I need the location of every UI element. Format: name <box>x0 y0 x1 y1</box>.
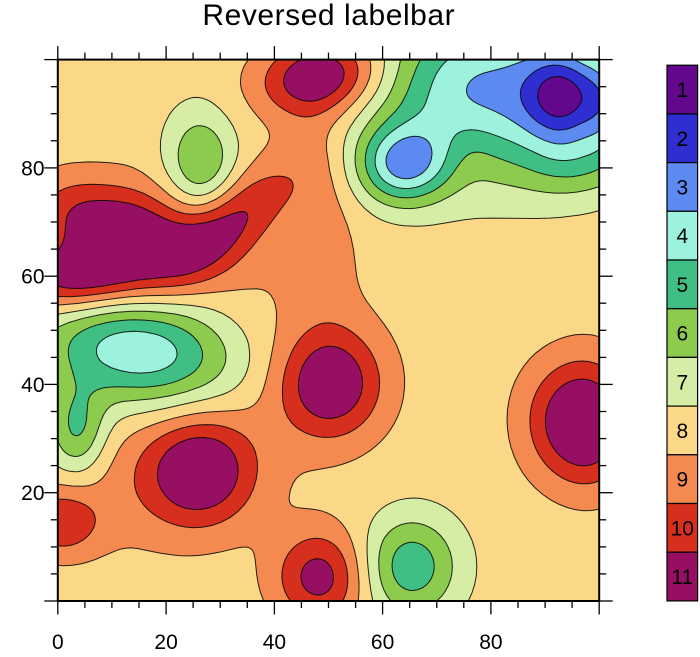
svg-text:8: 8 <box>676 420 688 443</box>
svg-text:0: 0 <box>52 631 64 652</box>
svg-text:20: 20 <box>154 631 177 652</box>
svg-text:9: 9 <box>676 469 688 492</box>
svg-text:6: 6 <box>676 323 688 346</box>
svg-text:1: 1 <box>676 79 688 102</box>
svg-text:60: 60 <box>21 266 44 289</box>
svg-text:3: 3 <box>676 177 688 200</box>
svg-text:40: 40 <box>21 374 44 397</box>
svg-text:2: 2 <box>676 128 688 151</box>
svg-text:11: 11 <box>671 566 693 589</box>
svg-text:Reversed labelbar: Reversed labelbar <box>202 0 455 32</box>
svg-text:5: 5 <box>676 274 688 297</box>
svg-text:20: 20 <box>21 482 44 505</box>
svg-text:7: 7 <box>676 371 688 394</box>
svg-text:40: 40 <box>263 631 286 652</box>
svg-text:10: 10 <box>671 517 694 540</box>
svg-text:4: 4 <box>676 225 688 248</box>
svg-text:80: 80 <box>21 157 44 180</box>
svg-text:60: 60 <box>371 631 394 652</box>
svg-text:80: 80 <box>479 631 502 652</box>
